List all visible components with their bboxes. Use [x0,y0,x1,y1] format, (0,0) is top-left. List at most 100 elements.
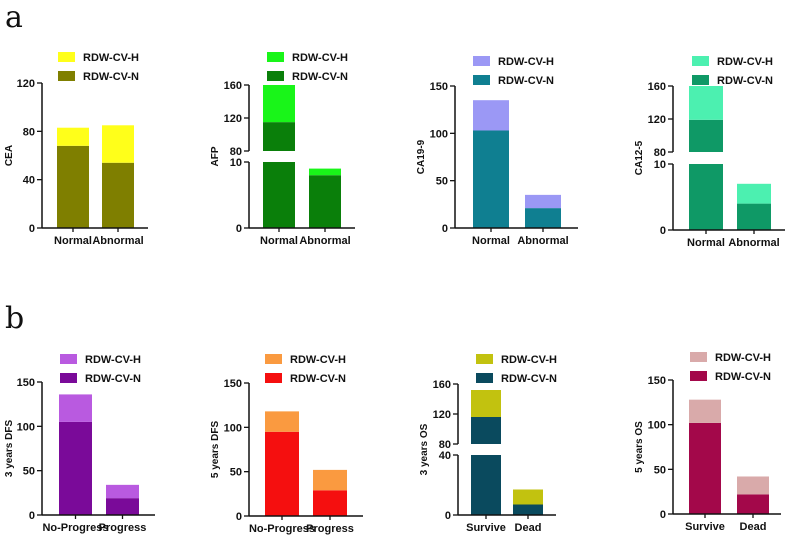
legend-label-rdw-cv-n: RDW-CV-N [498,75,554,87]
legend-swatch-rdw-cv-h [476,354,493,364]
bar-rdw-cv-n-normal [689,119,723,152]
bar-rdw-cv-h-no-progress [59,394,92,422]
bar-rdw-cv-h-dead [513,489,543,505]
legend-swatch-rdw-cv-n [473,75,490,85]
legend-swatch-rdw-cv-h [60,354,77,364]
y-axis-label: 3 years OS [419,423,430,475]
y-tick-label: 120 [433,409,451,421]
legend-swatch-rdw-cv-h [267,52,284,62]
y-tick-label: 10 [654,159,666,171]
y-tick-label: 160 [648,81,666,93]
bar-rdw-cv-n-abnormal [309,175,341,228]
y-tick-label: 40 [439,450,451,462]
y-tick-label: 50 [230,467,242,479]
bar-rdw-cv-n-normal [263,122,295,151]
y-axis-label: CA12-5 [634,140,645,175]
legend-label-rdw-cv-n: RDW-CV-N [717,75,773,87]
x-tick-label: Progress [306,523,354,535]
legend-swatch-rdw-cv-n [476,373,493,383]
bar-rdw-cv-n-dead [513,504,543,515]
x-tick-label: Progress [99,522,147,534]
bar-rdw-cv-h-progress [106,484,139,499]
x-tick-label: Normal [472,235,510,247]
legend-swatch-rdw-cv-h [690,352,707,362]
y-tick-label: 50 [654,464,666,476]
legend-swatch-rdw-cv-n [265,373,282,383]
bar-rdw-cv-n-progress [106,498,139,515]
y-tick-label: 100 [648,420,666,432]
bar-rdw-cv-h-abnormal [525,194,561,209]
legend-label-rdw-cv-h: RDW-CV-H [715,352,771,364]
bar-rdw-cv-n-survive [471,455,501,515]
x-tick-label: Survive [685,521,725,533]
bar-rdw-cv-n-survive [471,417,501,444]
x-tick-label: Abnormal [517,235,568,247]
bar-rdw-cv-h-normal [689,86,723,120]
bar-rdw-cv-h-progress [313,469,347,491]
x-tick-label: Dead [740,521,767,533]
bar-rdw-cv-n-no-progress [265,431,299,516]
bar-rdw-cv-n-abnormal [737,203,771,230]
bar-rdw-cv-h-no-progress [265,411,299,432]
legend-label-rdw-cv-h: RDW-CV-H [498,56,554,68]
bar-rdw-cv-h-survive [689,399,721,423]
y-axis-label: AFP [210,146,221,166]
y-tick-label: 100 [430,128,448,140]
y-tick-label: 0 [660,509,666,521]
x-tick-label: Abnormal [299,235,350,247]
y-tick-label: 0 [442,223,448,235]
bar-rdw-cv-h-normal [57,127,89,146]
bar-rdw-cv-h-abnormal [309,168,341,176]
y-axis-label: 3 years DFS [4,420,15,478]
legend-swatch-rdw-cv-h [692,56,709,66]
bar-rdw-cv-n-normal [57,145,89,228]
chart-5-years-os: Survive Dead 0 50 100 150 5 years OS RDW-CV-H RD… [634,352,781,533]
bar-rdw-cv-n-normal [689,164,723,230]
legend-swatch-rdw-cv-n [60,373,77,383]
y-axis-label: CEA [4,145,15,166]
y-tick-label: 120 [224,113,242,125]
legend-swatch-rdw-cv-h [265,354,282,364]
panel-label-a: a [5,0,23,35]
bar-rdw-cv-n-normal [473,130,509,228]
legend-label-rdw-cv-h: RDW-CV-H [717,56,773,68]
bar-rdw-cv-n-progress [313,490,347,516]
x-tick-label: Dead [515,522,542,534]
y-tick-label: 50 [436,176,448,188]
legend-label-rdw-cv-h: RDW-CV-H [292,52,348,64]
y-tick-label: 0 [29,223,35,235]
legend-swatch-rdw-cv-n [690,371,707,381]
x-tick-label: Normal [260,235,298,247]
y-tick-label: 0 [445,510,451,522]
legend-label-rdw-cv-n: RDW-CV-N [715,371,771,383]
y-tick-label: 10 [230,157,242,169]
x-tick-label: Survive [466,522,506,534]
legend-label-rdw-cv-n: RDW-CV-N [292,71,348,83]
y-tick-label: 150 [648,375,666,387]
bar-rdw-cv-h-dead [737,476,769,495]
y-tick-label: 0 [236,223,242,235]
x-tick-label: Abnormal [728,237,779,249]
panel-label-b: b [5,301,25,336]
y-tick-label: 150 [224,378,242,390]
y-tick-label: 40 [23,175,35,187]
bar-rdw-cv-n-normal [263,162,295,228]
legend-label-rdw-cv-h: RDW-CV-H [83,52,139,64]
y-axis-label: 5 years DFS [210,421,221,479]
legend-label-rdw-cv-h: RDW-CV-H [501,354,557,366]
legend-swatch-rdw-cv-n [692,75,709,85]
y-tick-label: 80 [230,146,242,158]
y-tick-label: 0 [236,511,242,523]
bar-rdw-cv-h-abnormal [102,125,134,163]
bar-rdw-cv-n-survive [689,422,721,514]
y-tick-label: 0 [660,225,666,237]
y-tick-label: 160 [224,80,242,92]
y-axis-label: 5 years OS [634,421,645,473]
legend-label-rdw-cv-h: RDW-CV-H [290,354,346,366]
y-axis-label: CA19-9 [416,139,427,174]
